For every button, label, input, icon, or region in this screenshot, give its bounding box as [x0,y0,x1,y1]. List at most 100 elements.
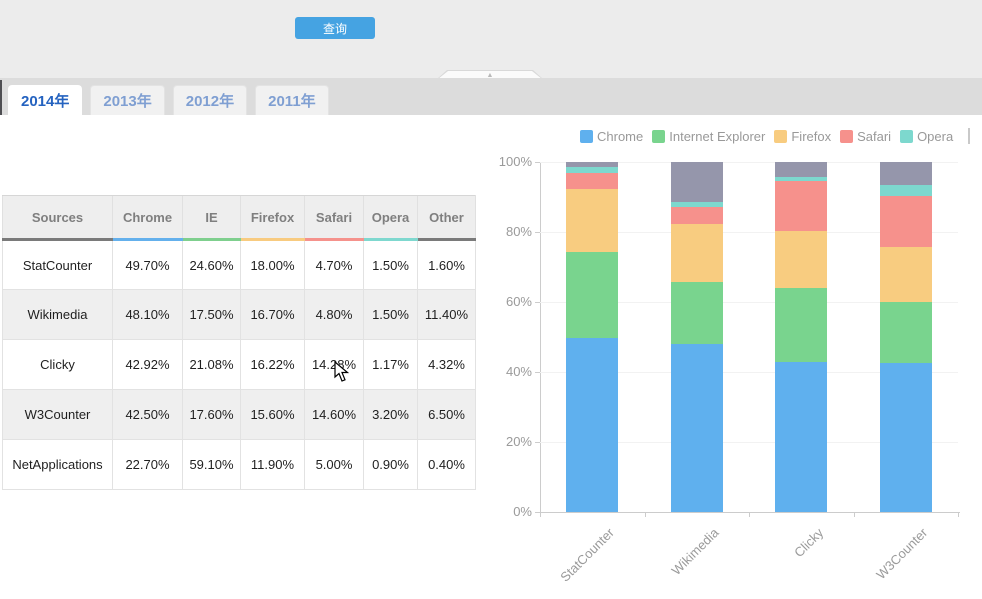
bar-segment-firefox[interactable] [775,231,828,288]
bar-segment-firefox[interactable] [670,223,723,283]
value-cell: 14.60% [304,389,364,440]
stacked-bar-w3counter[interactable] [879,162,932,512]
y-axis-tick [535,302,540,303]
bar-segment-opera[interactable] [775,177,828,182]
legend-swatch-icon [652,129,666,143]
value-cell: 14.28% [304,339,364,390]
stacked-bar-chart: Chrome Internet Explorer Firefox Safari Oper… [480,115,982,599]
y-axis-tick [535,372,540,373]
legend-item-opera[interactable]: Opera [900,129,953,144]
bar-segment-firefox[interactable] [566,188,619,252]
column-header-safari[interactable]: Safari [304,195,364,241]
value-cell: 3.20% [363,389,418,440]
y-axis-tick [535,232,540,233]
x-axis-label-w3counter: W3Counter [873,525,931,583]
y-axis-label: 100% [498,154,532,169]
table-row-netapplications: NetApplications 22.70% 59.10% 11.90% 5.00% 0.… [2,439,476,490]
value-cell: 11.90% [240,439,305,490]
y-axis-label: 20% [505,434,532,449]
bar-segment-opera[interactable] [879,184,932,196]
query-button[interactable]: 查询 [295,17,375,39]
source-cell: StatCounter [2,239,113,290]
column-header-sources[interactable]: Sources [2,195,113,241]
x-axis-tick [958,512,959,517]
bar-segment-other[interactable] [879,162,932,185]
x-axis-label-statcounter: StatCounter [557,525,617,585]
bar-segment-other[interactable] [670,162,723,202]
bar-segment-internet-explorer[interactable] [566,251,619,339]
y-axis-tick [535,512,540,513]
bar-segment-firefox[interactable] [879,247,932,302]
table-body: StatCounter 49.70% 24.60% 18.00% 4.70% 1.50% 1… [2,239,476,490]
source-cell: Wikimedia [2,289,113,340]
stacked-bar-wikimedia[interactable] [670,162,723,512]
bar-segment-internet-explorer[interactable] [670,282,723,344]
legend-label: Safari [857,128,892,144]
tab-2013[interactable]: 2013年 [90,85,165,115]
value-cell: 0.40% [417,439,476,490]
tab-2012[interactable]: 2012年 [172,85,248,115]
stacked-bar-clicky[interactable] [775,162,828,512]
legend-label: Chrome [597,128,644,144]
y-axis-label: 60% [505,294,532,309]
tab-2014[interactable]: 2014年 [8,85,83,115]
legend-swatch-icon [840,129,854,143]
bar-segment-other[interactable] [566,162,619,168]
bar-segment-chrome[interactable] [566,338,619,512]
source-cell: Clicky [2,339,113,390]
value-cell: 6.50% [417,389,476,440]
value-cell: 18.00% [240,239,305,290]
value-cell: 1.50% [363,289,418,340]
bar-segment-internet-explorer[interactable] [775,288,828,362]
bar-segment-internet-explorer[interactable] [879,301,932,364]
bar-segment-chrome[interactable] [670,343,723,512]
column-header-ie[interactable]: IE [182,195,241,241]
bar-segment-safari[interactable] [670,207,723,224]
x-axis-tick [644,512,646,517]
stacked-bar-statcounter[interactable] [566,162,619,512]
column-header-opera[interactable]: Opera [363,195,418,241]
browser-share-table-wrap: Sources Chrome IE Firefox Safari Opera Other S… [2,195,476,490]
column-header-other[interactable]: Other [417,195,476,241]
x-axis-tick [749,512,750,517]
bar-segment-chrome[interactable] [879,363,932,512]
chart-legend: Chrome Internet Explorer Firefox Safari Oper… [580,128,971,144]
value-cell: 21.08% [182,339,241,390]
bar-segment-safari[interactable] [566,172,619,189]
bar-segment-chrome[interactable] [775,361,828,512]
value-cell: 24.60% [182,239,241,290]
legend-item-chrome[interactable]: Chrome [580,129,643,144]
legend-item-safari[interactable]: Safari [840,129,891,144]
value-cell: 16.22% [240,339,305,390]
legend-item-firefox[interactable]: Firefox [774,129,831,144]
chart-plot-area [535,162,960,517]
column-header-chrome[interactable]: Chrome [112,195,183,241]
y-axis-tick [535,162,540,163]
legend-item-internet-explorer[interactable]: Internet Explorer [652,129,765,144]
x-axis-label-wikimedia: Wikimedia [668,525,722,579]
bar-segment-safari[interactable] [879,195,932,248]
value-cell: 59.10% [182,439,241,490]
value-cell: 15.60% [240,389,305,440]
bar-segment-other[interactable] [775,162,828,178]
table-row-clicky: Clicky 42.92% 21.08% 16.22% 14.28% 1.17% 4.32% [2,339,476,390]
value-cell: 4.32% [417,339,476,390]
value-cell: 22.70% [112,439,183,490]
value-cell: 5.00% [304,439,364,490]
value-cell: 49.70% [112,239,183,290]
panel-collapse-handle[interactable]: ▲ [437,70,543,79]
value-cell: 42.50% [112,389,183,440]
value-cell: 1.60% [417,239,476,290]
gridline [540,232,958,233]
value-cell: 1.50% [363,239,418,290]
table-row-w3counter: W3Counter 42.50% 17.60% 15.60% 14.60% 3.20% 6.… [2,389,476,440]
tab-2011[interactable]: 2011年 [255,85,329,115]
value-cell: 4.80% [304,289,364,340]
bar-segment-opera[interactable] [670,201,723,208]
column-header-firefox[interactable]: Firefox [240,195,305,241]
bar-segment-opera[interactable] [566,167,619,173]
content-panel: Sources Chrome IE Firefox Safari Opera Other S… [0,115,982,599]
collapse-arrow-icon: ▲ [486,71,494,79]
bar-segment-safari[interactable] [775,181,828,232]
value-cell: 17.50% [182,289,241,340]
